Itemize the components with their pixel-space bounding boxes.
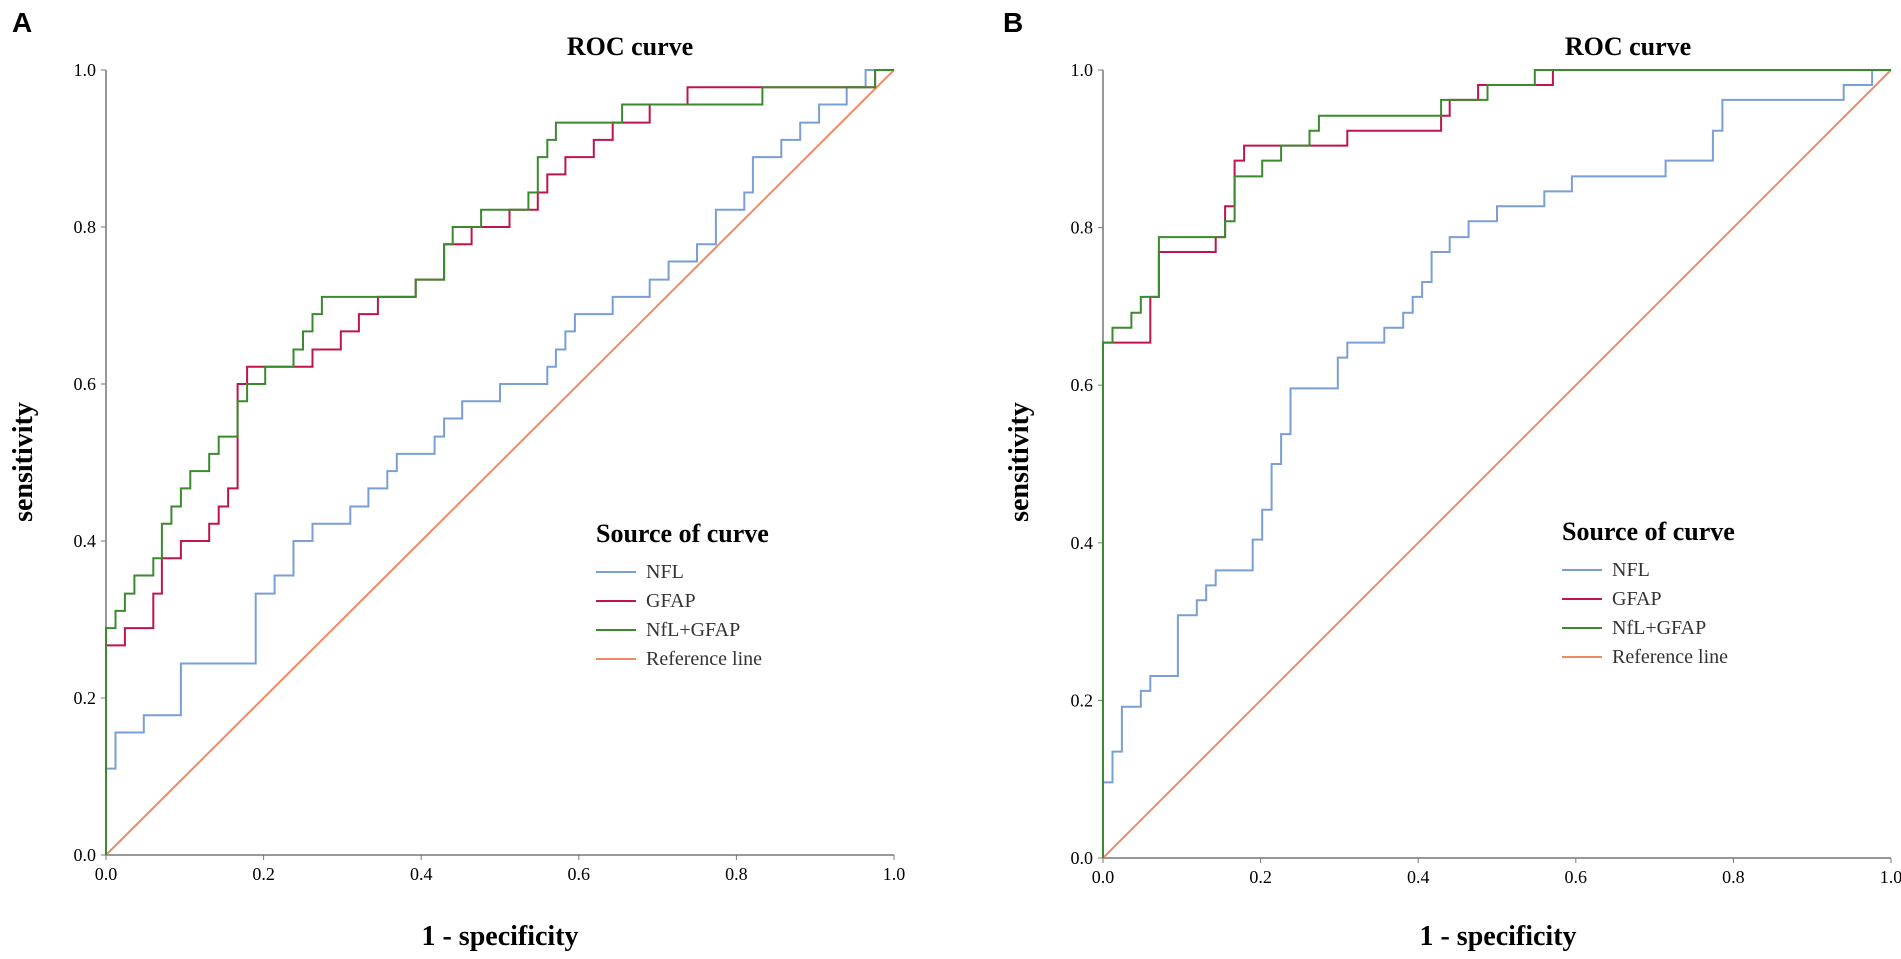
chart-title: ROC curve [567, 32, 693, 61]
y-tick-label: 1.0 [74, 60, 97, 80]
x-tick-label: 0.2 [252, 864, 275, 884]
panel-a: A ROC curve 0.0 0.2 0.4 0.6 0.8 1.0 0.0 0.2 0.4 0.6… [8, 7, 905, 952]
series-line-reference-line [105, 69, 895, 856]
series-line-nfl-gfap [105, 69, 894, 855]
y-tick-label: 0.2 [1071, 690, 1094, 710]
legend-entry: Reference line [646, 648, 762, 670]
y-tick-label: 0.6 [74, 374, 97, 394]
y-tick-label: 0.4 [1071, 533, 1094, 553]
y-tick-label: 0.0 [74, 845, 97, 865]
x-tick-label: 1.0 [1880, 867, 1901, 887]
y-tick-label: 1.0 [1071, 60, 1094, 80]
series-line-nfl-gfap [1102, 69, 1891, 858]
x-tick-label: 0.2 [1249, 867, 1272, 887]
legend-entry: NfL+GFAP [1612, 617, 1706, 639]
x-axis-label: 1 - specificity [421, 921, 578, 952]
panel-b: B ROC curve 0.0 0.2 0.4 0.6 0.8 1.0 0.0 0.2 0.4 0.6… [1003, 7, 1901, 952]
panel-letter: B [1003, 7, 1023, 38]
x-tick-label: 1.0 [883, 864, 906, 884]
series-line-reference-line [1102, 69, 1892, 859]
y-tick-label: 0.6 [1071, 375, 1094, 395]
y-tick-label: 0.8 [74, 217, 97, 237]
x-tick-label: 0.4 [410, 864, 433, 884]
y-tick-label: 0.2 [74, 688, 97, 708]
x-tick-label: 0.8 [725, 864, 748, 884]
x-tick-label: 0.6 [568, 864, 591, 884]
legend-title: Source of curve [1562, 517, 1735, 546]
y-axis-label: sensitivity [1004, 402, 1035, 522]
series-line-gfap [105, 69, 894, 855]
series-line-nfl [105, 69, 894, 855]
legend-entry: GFAP [646, 590, 696, 612]
y-tick-label: 0.8 [1071, 218, 1094, 238]
chart-title: ROC curve [1565, 32, 1691, 61]
x-tick-label: 0.4 [1407, 867, 1430, 887]
legend-entry: NFL [646, 561, 684, 583]
x-axis-label: 1 - specificity [1419, 921, 1576, 952]
x-tick-label: 0.0 [1092, 867, 1115, 887]
legend-entry: GFAP [1612, 588, 1662, 610]
legend-title: Source of curve [596, 519, 769, 548]
panel-letter: A [12, 7, 32, 38]
y-axis-label: sensitivity [8, 402, 39, 522]
x-tick-label: 0.8 [1722, 867, 1745, 887]
y-tick-label: 0.4 [74, 531, 97, 551]
legend-entry: NfL+GFAP [646, 619, 740, 641]
x-tick-label: 0.0 [95, 864, 118, 884]
legend-entry: Reference line [1612, 646, 1728, 668]
y-tick-label: 0.0 [1071, 848, 1094, 868]
legend-entry: NFL [1612, 559, 1650, 581]
series-line-nfl [1102, 69, 1891, 858]
x-tick-label: 0.6 [1565, 867, 1588, 887]
